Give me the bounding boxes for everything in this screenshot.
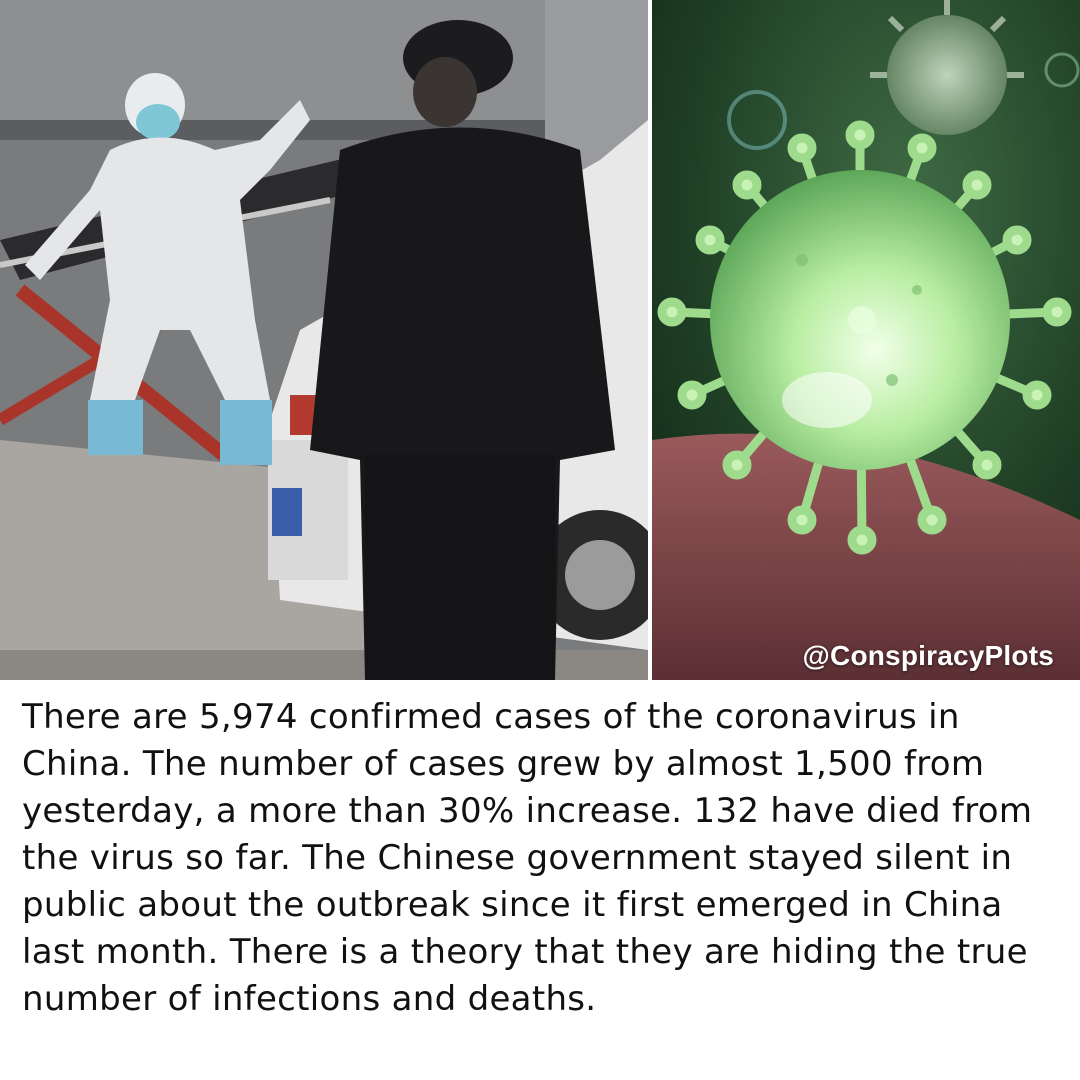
illustration-coronavirus <box>652 0 1080 680</box>
photo-medical-workers <box>0 0 648 680</box>
coronavirus-illustration <box>652 0 1080 680</box>
photo-collage: @ConspiracyPlots <box>0 0 1080 680</box>
watermark: @ConspiracyPlots <box>802 640 1054 671</box>
photo-medical-workers-illustration <box>0 0 648 680</box>
caption-text: There are 5,974 confirmed cases of the c… <box>22 697 1033 1019</box>
